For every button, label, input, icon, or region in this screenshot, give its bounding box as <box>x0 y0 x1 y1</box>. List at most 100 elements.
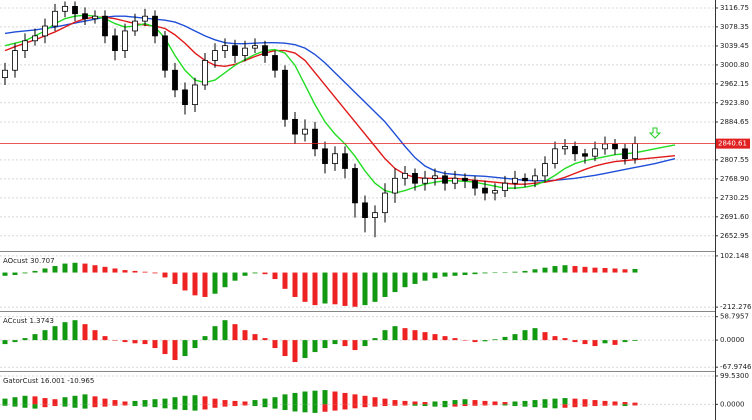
histogram-bar <box>32 334 38 341</box>
histogram-bar <box>452 338 458 341</box>
candle-body <box>22 40 28 51</box>
histogram-bar <box>192 340 198 349</box>
histogram-bar <box>182 404 188 411</box>
histogram-bar <box>72 320 78 341</box>
histogram-bar <box>542 399 548 405</box>
histogram-bar <box>42 268 48 273</box>
candle-body <box>162 35 168 71</box>
histogram-bar <box>622 402 628 405</box>
moving-average <box>4 15 676 182</box>
candle-body <box>412 172 418 184</box>
histogram-bar <box>182 340 188 357</box>
histogram-bar <box>322 404 328 412</box>
histogram-bar <box>582 340 588 345</box>
histogram-bar <box>422 332 428 341</box>
histogram-bar <box>402 272 408 288</box>
histogram-bar <box>252 404 258 407</box>
histogram-bar <box>362 395 368 405</box>
histogram-bar <box>552 404 558 409</box>
candle-body <box>182 89 188 106</box>
histogram-bar <box>472 340 478 343</box>
histogram-bar <box>242 401 248 405</box>
candle-body <box>242 47 248 56</box>
histogram-bar <box>32 270 38 273</box>
histogram-bar <box>302 272 308 302</box>
histogram-bar <box>42 330 48 341</box>
histogram-bar <box>422 272 428 281</box>
histogram-bar <box>602 400 608 405</box>
histogram-bar <box>72 262 78 273</box>
histogram-bar <box>342 404 348 410</box>
y-tick-label: 3116.75 <box>720 4 749 12</box>
histogram-bar <box>292 404 298 412</box>
histogram-bar <box>112 404 118 406</box>
candle-body <box>342 153 348 169</box>
histogram-bar <box>202 396 208 405</box>
histogram-bar <box>152 340 158 349</box>
histogram-bar <box>382 404 388 407</box>
histogram-bar <box>572 398 578 405</box>
candle-body <box>2 69 8 79</box>
histogram-bar <box>522 400 528 405</box>
candle-body <box>12 50 18 71</box>
candle-body <box>382 192 388 214</box>
signal-arrow <box>648 127 662 139</box>
histogram-bar <box>542 332 548 341</box>
histogram-bar <box>462 399 468 405</box>
histogram-bar <box>292 340 298 363</box>
histogram-bar <box>402 404 408 406</box>
histogram-bar <box>402 400 408 405</box>
histogram-bar <box>332 404 338 411</box>
histogram-bar <box>592 400 598 405</box>
histogram-bar <box>102 336 108 341</box>
current-price-box <box>716 138 750 149</box>
panel-title: AOcust 30.707 <box>3 257 55 265</box>
histogram-bar <box>232 272 238 281</box>
histogram-bar <box>462 272 468 275</box>
histogram-bar <box>302 404 308 413</box>
y-tick-label: 3039.45 <box>720 42 749 50</box>
histogram-bar <box>272 272 278 280</box>
histogram-bar <box>452 400 458 405</box>
histogram-bar <box>552 266 558 273</box>
histogram-bar <box>292 272 298 297</box>
histogram-bar <box>622 404 628 407</box>
histogram-bar <box>332 391 338 405</box>
candle-body <box>492 190 498 194</box>
histogram-bar <box>492 272 498 274</box>
candle-body <box>322 148 328 164</box>
y-tick-label: 0.0000 <box>720 400 745 408</box>
histogram-bar <box>152 404 158 408</box>
candle-body <box>572 145 578 155</box>
histogram-bar <box>142 404 148 407</box>
histogram-bar <box>422 402 428 405</box>
candle-body <box>82 13 88 20</box>
candle-body <box>532 175 538 182</box>
histogram-bar <box>132 270 138 273</box>
histogram-bar <box>142 271 148 273</box>
histogram-bar <box>452 404 458 407</box>
histogram-bar <box>232 400 238 405</box>
histogram-bar <box>352 340 358 351</box>
candle-body <box>472 180 478 189</box>
histogram-bar <box>512 401 518 405</box>
histogram-bar <box>172 404 178 410</box>
histogram-bar <box>302 340 308 359</box>
histogram-bar <box>412 404 418 406</box>
histogram-bar <box>172 272 178 284</box>
histogram-bar <box>322 272 328 304</box>
histogram-bar <box>232 324 238 341</box>
candle-body <box>632 143 638 160</box>
histogram-bar <box>112 400 118 405</box>
histogram-bar <box>482 400 488 405</box>
histogram-bar <box>632 402 638 405</box>
histogram-bar <box>472 400 478 405</box>
histogram-bar <box>82 404 88 409</box>
y-tick-label: 0.0000 <box>720 336 745 344</box>
candle-body <box>72 5 78 15</box>
histogram-bar <box>12 397 18 405</box>
histogram-bar <box>342 392 348 405</box>
histogram-bar <box>562 398 568 405</box>
histogram-bar <box>272 340 278 349</box>
